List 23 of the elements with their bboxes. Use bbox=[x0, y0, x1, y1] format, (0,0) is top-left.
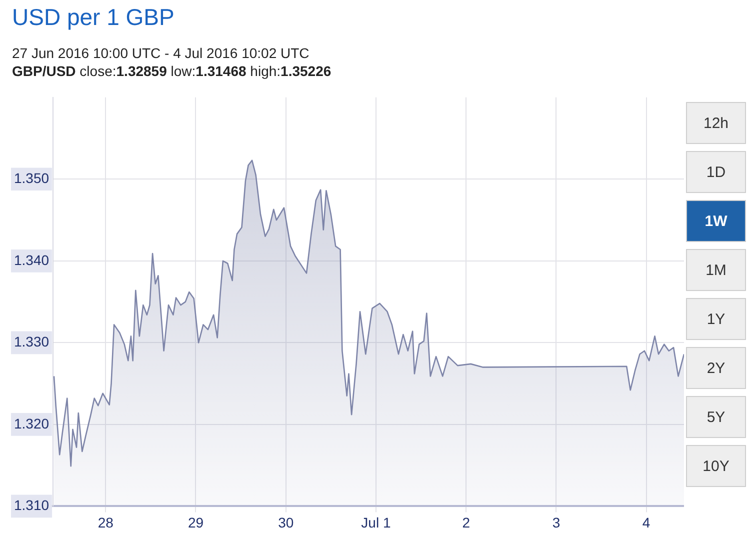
category-label: 1W bbox=[686, 200, 746, 242]
x-tick-label: 3 bbox=[552, 514, 560, 530]
text: GBP/USD close:1.32859 low:1.31468 high:1.35226 bbox=[12, 63, 332, 79]
y-tick-label: 1.330 bbox=[14, 334, 50, 350]
x-tick-label: 28 bbox=[98, 514, 114, 530]
y-tick-label: 1.310 bbox=[14, 497, 50, 514]
x-tick-label: 29 bbox=[188, 514, 204, 530]
chart-title: USD per 1 GBP bbox=[12, 4, 176, 31]
y-tick-label: 1.350 bbox=[14, 170, 50, 186]
x-tick-label: 30 bbox=[278, 514, 294, 530]
x-tick-label: Jul 1 bbox=[361, 514, 391, 530]
category-label: 1D bbox=[686, 151, 746, 193]
x-tick-label: 2 bbox=[462, 514, 470, 530]
y-tick-label: 1.320 bbox=[14, 415, 50, 432]
category-label: 1Y bbox=[686, 298, 746, 340]
category-label: 2Y bbox=[686, 347, 746, 389]
x-tick-label: 4 bbox=[642, 514, 650, 530]
category-label: 10Y bbox=[686, 445, 746, 487]
category-label: 5Y bbox=[686, 396, 746, 438]
category-label: 1M bbox=[686, 249, 746, 291]
chart-subtitle: 27 Jun 2016 10:00 UTC - 4 Jul 2016 10:02 UTC bbox=[12, 45, 310, 61]
y-tick-label: 1.340 bbox=[14, 252, 50, 268]
category-label: 12h bbox=[686, 102, 746, 144]
